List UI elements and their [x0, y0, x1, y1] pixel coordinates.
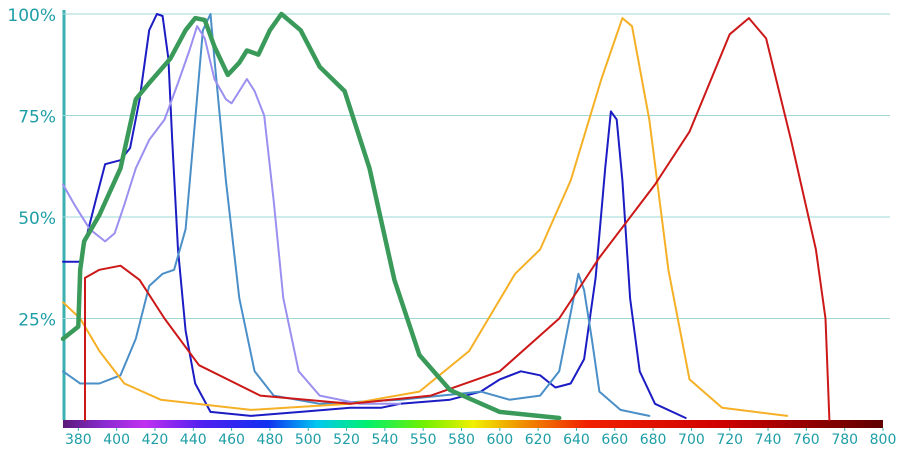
x-tick-label: 800 — [870, 432, 897, 448]
x-tick-label: 680 — [640, 432, 667, 448]
x-tick-label: 440 — [180, 432, 207, 448]
x-tick-label: 700 — [678, 432, 705, 448]
x-tick-label: 760 — [793, 432, 820, 448]
x-tick-label: 740 — [755, 432, 782, 448]
spectrum-line — [84, 17, 831, 421]
labels: 25% 50% 75% 100% 380 400 420 440 460 480 500 520 540… — [7, 6, 896, 448]
x-tick-label: 640 — [563, 432, 590, 448]
x-tick-label: 540 — [372, 432, 399, 448]
x-tick-label: 500 — [295, 432, 322, 448]
lines — [60, 11, 831, 421]
spectrum-bar — [63, 420, 883, 428]
x-tick-label: 580 — [448, 432, 475, 448]
spectrum-line — [62, 13, 651, 417]
x-tick-label: 400 — [103, 432, 130, 448]
y-tick-label: 100% — [7, 6, 56, 26]
spectrum-line — [62, 17, 789, 417]
spectrum-line — [62, 25, 402, 405]
x-tick-label: 380 — [65, 432, 92, 448]
spectrum-line — [62, 13, 687, 419]
x-tick-label: 720 — [716, 432, 743, 448]
x-tick-label: 420 — [142, 432, 169, 448]
y-tick-label: 75% — [18, 108, 56, 128]
x-tick-label: 600 — [486, 432, 513, 448]
y-tick-label: 25% — [18, 311, 56, 331]
x-tick-label: 460 — [218, 432, 245, 448]
x-tick-label: 660 — [601, 432, 628, 448]
grid — [63, 13, 890, 431]
x-tick-label: 480 — [257, 432, 284, 448]
x-tick-label: 620 — [525, 432, 552, 448]
y-tick-label: 50% — [18, 209, 56, 229]
x-tick-label: 780 — [831, 432, 858, 448]
x-tick-label: 550 — [410, 432, 437, 448]
x-tick-label: 520 — [333, 432, 360, 448]
spectrum-line — [60, 11, 562, 421]
